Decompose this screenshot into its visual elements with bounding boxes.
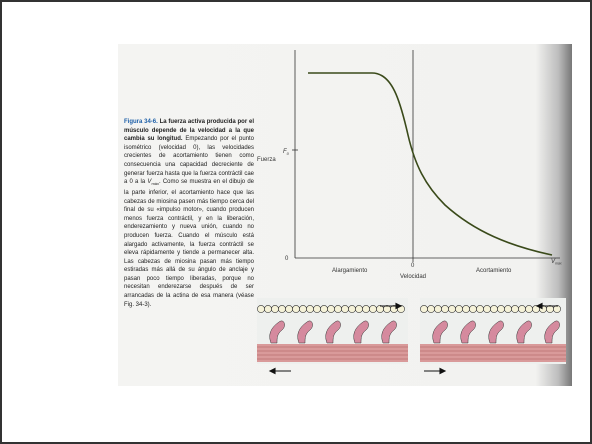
caption-body: Empezando por el punto isométrico (veloc… (124, 136, 255, 186)
x-axis-label: Velocidad (400, 274, 426, 280)
filament-bead (490, 305, 498, 313)
filament-bead (462, 305, 470, 313)
filament-bead (441, 305, 449, 313)
muscle-diagrams (257, 298, 566, 364)
filament-bead (362, 305, 370, 313)
filament-bead (448, 305, 456, 313)
filament-bead (341, 305, 349, 313)
vmax-symbol: V (551, 259, 556, 265)
filament-bead (264, 305, 272, 313)
filament-bead (504, 305, 512, 313)
caption-heading: La fuerza activa producida por el múscul… (124, 119, 254, 143)
actin-band (420, 344, 566, 362)
vmax-symbol: V (147, 179, 152, 186)
y-origin-label: 0 (285, 256, 289, 262)
filament-bead (292, 305, 300, 313)
f0-symbol: F (283, 149, 287, 155)
filament-bead (355, 305, 363, 313)
filament-bead (497, 305, 505, 313)
filament-bead (455, 305, 463, 313)
myosin-head (516, 320, 532, 344)
filament-bead (427, 305, 435, 313)
filament-bead (518, 305, 526, 313)
filament-bead (434, 305, 442, 313)
filament-bead (278, 305, 286, 313)
filament-bead (271, 305, 279, 313)
filament-bead (320, 305, 328, 313)
filament-bead (334, 305, 342, 313)
force-velocity-curve (308, 72, 553, 256)
myosin-head (432, 320, 448, 344)
filament-bead (306, 305, 314, 313)
x-zero-label: 0 (411, 263, 415, 269)
vmax-subscript: máx (151, 181, 159, 187)
filament-bead (476, 305, 484, 313)
filament-bead (469, 305, 477, 313)
myosin-head (460, 320, 476, 344)
filament-bead (511, 305, 519, 313)
y-axis-label: Fuerza (257, 157, 276, 163)
vmax-subscript: máx (555, 262, 562, 266)
filament-bead (257, 305, 265, 313)
filament-bead (348, 305, 356, 313)
myosin-head (325, 320, 341, 344)
filament-bead (420, 305, 428, 313)
myosin-head (297, 320, 313, 344)
filament-bead (553, 305, 561, 313)
caption-body: . Como se muestra en el dibujo de la par… (124, 179, 254, 308)
actin-band (257, 344, 408, 362)
left-region-label: Alargamiento (332, 268, 368, 274)
arrows (268, 302, 558, 375)
right-region-label: Acortamiento (476, 268, 512, 274)
filament-bead (285, 305, 293, 313)
myosin-head (488, 320, 504, 344)
filament-bead (369, 305, 377, 313)
filament-bead (313, 305, 321, 313)
myosin-head (381, 320, 397, 344)
caption: Figura 34-6. La fuerza activa producida … (124, 118, 254, 309)
filament-bead (483, 305, 491, 313)
figure-label: Figura 34-6. (124, 119, 158, 125)
filament-bead (327, 305, 335, 313)
myosin-head (353, 320, 369, 344)
f0-subscript: 0 (287, 151, 290, 156)
myosin-head (269, 320, 285, 344)
f0-label: F0 (283, 149, 290, 156)
filament-bead (299, 305, 307, 313)
filament-bead (525, 305, 533, 313)
myosin-head (544, 320, 560, 344)
vmax-label: Vmáx (551, 259, 562, 266)
